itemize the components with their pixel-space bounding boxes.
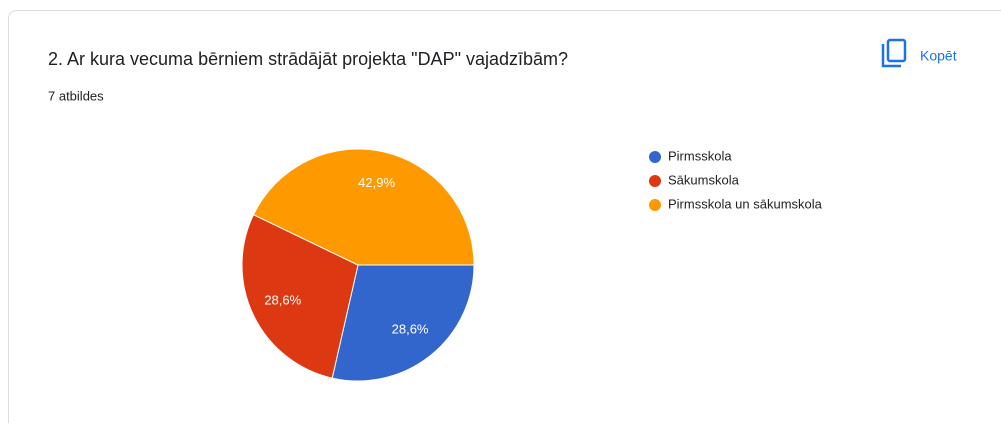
legend-label: Pirmsskola un sākumskola <box>668 196 823 211</box>
legend-swatch <box>649 151 661 163</box>
question-title: 2. Ar kura vecuma bērniem strādājāt proj… <box>48 49 568 69</box>
legend-swatch <box>649 199 661 211</box>
legend-label: Pirmsskola <box>668 148 732 163</box>
card-border <box>9 11 1001 424</box>
legend-swatch <box>649 175 661 187</box>
copy-label: Kopēt <box>920 48 957 64</box>
slice-label: 28,6% <box>264 293 301 308</box>
response-count: 7 atbildes <box>48 88 104 103</box>
legend-label: Sākumskola <box>668 172 740 187</box>
slice-label: 42,9% <box>358 175 395 190</box>
slice-label: 28,6% <box>392 322 429 337</box>
